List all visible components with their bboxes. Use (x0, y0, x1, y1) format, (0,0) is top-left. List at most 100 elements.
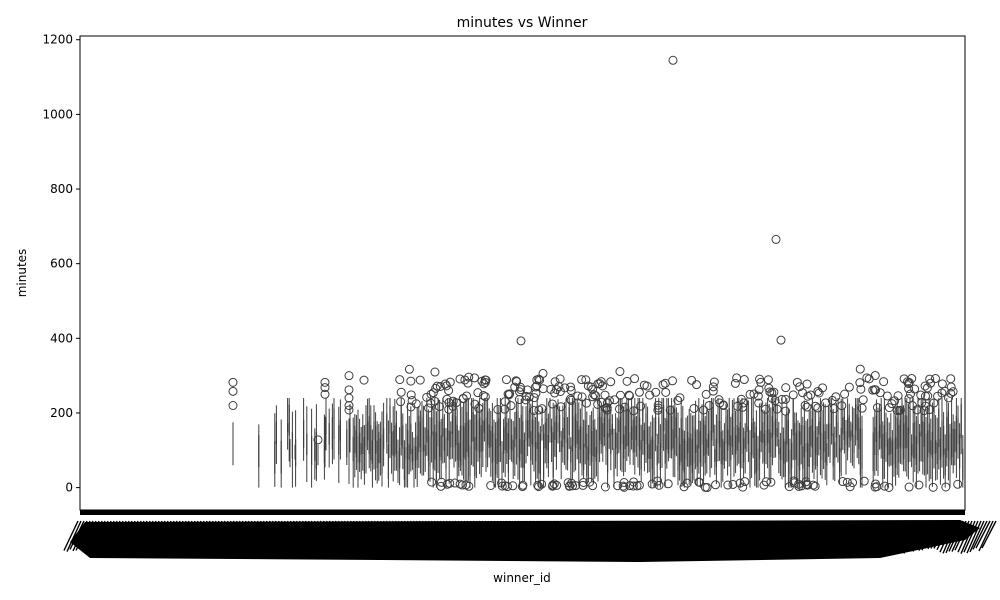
box (354, 425, 356, 454)
x-tick-label-stroke (648, 520, 664, 550)
outlier-point (708, 382, 718, 392)
x-tick-label-stroke (621, 520, 637, 552)
outlier-point (619, 482, 629, 492)
outlier-point (480, 377, 490, 387)
box (759, 430, 761, 459)
x-tick-label-stroke (699, 520, 715, 552)
box (373, 421, 375, 441)
box (837, 422, 839, 438)
y-tick-label: 0 (65, 481, 73, 495)
x-tick-label-stroke (768, 520, 784, 552)
box (802, 446, 804, 469)
box (359, 432, 361, 463)
x-tick-label-stroke (696, 520, 712, 550)
box (395, 422, 397, 455)
outlier-point (730, 378, 740, 388)
x-tick-label-stroke (441, 520, 457, 549)
box (800, 425, 802, 445)
outlier-point (431, 383, 441, 393)
x-tick-label-stroke (546, 520, 562, 551)
box (483, 421, 485, 433)
x-tick-label-stroke (570, 520, 586, 553)
box (755, 426, 757, 473)
box (922, 421, 924, 462)
x-tick-label-stroke (711, 520, 727, 551)
outlier-point (946, 388, 956, 398)
outlier-point (415, 375, 425, 385)
box (447, 402, 449, 441)
x-tick-label-stroke (807, 520, 823, 551)
box (888, 437, 890, 456)
box (525, 419, 527, 441)
x-tick-label-stroke (345, 520, 361, 554)
x-tick-label-stroke (654, 520, 670, 552)
box (826, 443, 828, 466)
x-tick-label-stroke (402, 520, 418, 554)
box (295, 439, 297, 467)
box (661, 408, 663, 449)
box (850, 430, 852, 441)
outlier-point (344, 371, 354, 381)
x-tick-label-stroke (117, 520, 133, 553)
box (955, 415, 957, 452)
x-tick-label-stroke (873, 520, 889, 553)
outlier-point (435, 381, 445, 391)
outlier-point (436, 481, 446, 491)
box (925, 433, 927, 475)
x-tick-label-stroke (531, 520, 547, 551)
outlier-point (595, 379, 605, 389)
outlier-point (455, 374, 465, 384)
x-tick-label-stroke (771, 520, 787, 555)
x-tick-label-stroke (576, 520, 592, 551)
x-tick-label-stroke (168, 520, 184, 554)
outlier-point (837, 401, 847, 411)
box (275, 421, 277, 444)
outlier-point (926, 378, 936, 388)
x-tick-label-stroke (657, 520, 673, 549)
box (611, 424, 613, 435)
box (402, 425, 404, 449)
outlier-point (808, 480, 818, 490)
plot-frame (79, 35, 966, 511)
box (664, 434, 666, 464)
x-tick-label-stroke (624, 520, 640, 554)
outlier-point (470, 373, 480, 383)
box (635, 425, 637, 441)
box (291, 431, 293, 459)
x-tick-label-stroke (609, 520, 625, 550)
x-tick-label-stroke (840, 520, 856, 553)
x-tick-label-stroke (705, 520, 721, 552)
x-tick-label-stroke (606, 520, 622, 549)
box (861, 428, 863, 469)
outlier-point (344, 400, 354, 410)
x-tick-label-stroke (456, 520, 472, 553)
box (495, 438, 497, 475)
box (490, 430, 492, 448)
box (535, 442, 537, 462)
x-tick-label-stroke (273, 520, 289, 550)
x-tick-label-stroke (528, 520, 544, 551)
box (776, 428, 778, 438)
x-tick-label-stroke (669, 520, 685, 554)
box (400, 405, 402, 446)
outlier-point (675, 393, 685, 403)
box (887, 439, 889, 465)
outlier-point (320, 383, 330, 393)
x-tick-label-stroke (765, 520, 781, 549)
x-tick-label-stroke (195, 520, 211, 550)
x-tick-label-stroke (297, 520, 313, 549)
box (352, 436, 354, 462)
box (367, 421, 369, 441)
x-tick-label-stroke (903, 520, 919, 554)
x-tick-label-stroke (744, 520, 760, 551)
box (701, 418, 703, 445)
box (778, 439, 780, 455)
x-tick-label-stroke (816, 520, 832, 549)
box (355, 430, 357, 458)
outlier-point (406, 376, 416, 386)
x-tick-label-stroke (564, 520, 580, 555)
x-tick-label-stroke (450, 520, 466, 553)
x-tick-label-stroke (360, 520, 376, 551)
x-tick-label-stroke (258, 520, 274, 553)
outlier-point (654, 480, 664, 490)
